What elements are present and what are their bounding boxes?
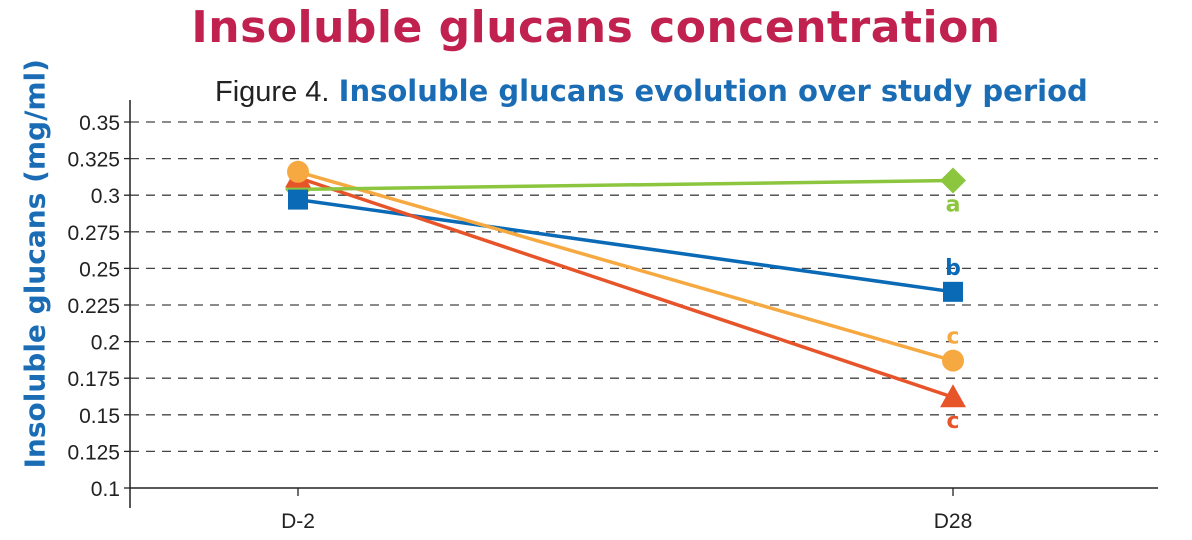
y-tick-label: 0.125 bbox=[67, 441, 120, 464]
main-title: Insoluble glucans concentration bbox=[191, 2, 1001, 53]
y-tick-label: 0.3 bbox=[91, 185, 120, 208]
series-line-circle bbox=[297, 170, 954, 363]
data-point-circle bbox=[287, 160, 309, 183]
y-tick-label: 0.325 bbox=[67, 149, 120, 172]
chart-subtitle: Figure 4. Insoluble glucans evolution ov… bbox=[215, 74, 1088, 109]
y-tick-label: 0.25 bbox=[79, 258, 120, 281]
data-point-square bbox=[943, 281, 963, 302]
significance-label: c bbox=[946, 409, 959, 434]
data-point-triangle bbox=[940, 384, 966, 408]
chart-title: Insoluble glucans evolution over study p… bbox=[338, 74, 1088, 108]
y-tick-label: 0.1 bbox=[91, 478, 120, 501]
series-line-diamond bbox=[297, 178, 954, 192]
x-tick-label: D-2 bbox=[281, 510, 315, 533]
y-tick-label: 0.2 bbox=[91, 332, 120, 355]
data-point-square bbox=[288, 189, 308, 210]
significance-label: c bbox=[946, 325, 959, 350]
y-tick-label: 0.275 bbox=[67, 222, 120, 245]
y-tick-label: 0.225 bbox=[67, 295, 120, 318]
y-tick-label: 0.175 bbox=[67, 368, 120, 391]
series-line-triangle bbox=[297, 175, 954, 399]
series-line-square bbox=[297, 197, 954, 294]
x-tick-label: D28 bbox=[934, 510, 973, 533]
significance-label: b bbox=[945, 256, 961, 281]
y-tick-label: 0.35 bbox=[79, 112, 120, 135]
figure-label: Figure 4. bbox=[215, 76, 330, 108]
data-point-diamond bbox=[940, 167, 966, 194]
data-point-circle bbox=[942, 349, 964, 372]
y-tick-label: 0.15 bbox=[79, 405, 120, 428]
significance-label: a bbox=[946, 193, 961, 218]
